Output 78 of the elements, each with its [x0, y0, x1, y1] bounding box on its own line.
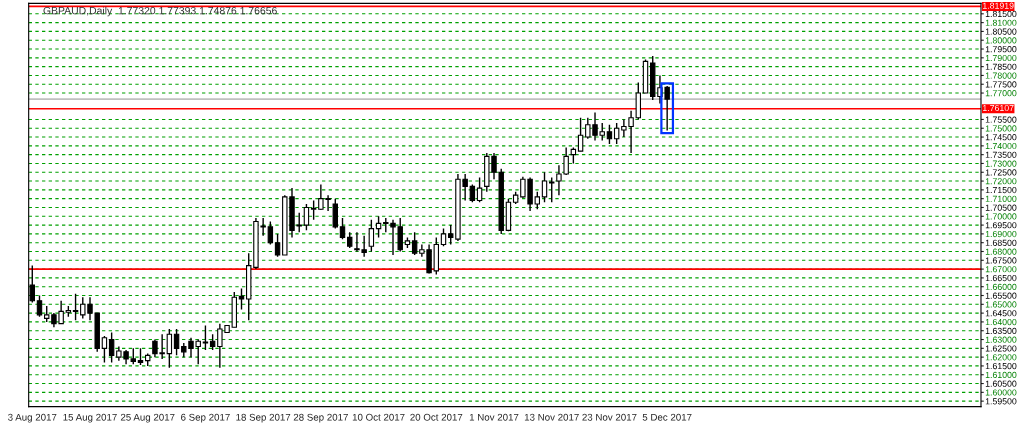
- y-tick-label: 1.77500: [985, 81, 1017, 88]
- y-tick-label: 1.72500: [985, 169, 1017, 176]
- candlestick: [310, 199, 317, 221]
- candlestick: [411, 231, 418, 256]
- candlestick: [577, 116, 584, 152]
- candlestick: [303, 203, 310, 232]
- candlestick: [267, 220, 274, 246]
- x-tick-label: 28 Sep 2017: [293, 413, 348, 423]
- y-tick-label: 1.68000: [985, 248, 1017, 255]
- y-tick-label: 1.60000: [985, 389, 1017, 396]
- x-tick-label: 3 Aug 2017: [8, 413, 57, 423]
- x-tick-label: 20 Oct 2017: [410, 413, 463, 421]
- y-tick-label: 1.60500: [985, 380, 1017, 387]
- x-tick-label: 10 Oct 2017: [352, 413, 405, 421]
- y-tick-label: 1.62500: [985, 345, 1017, 352]
- y-tick-label: 1.64000: [985, 318, 1017, 326]
- candlestick: [166, 328, 173, 369]
- x-tick-label: 18 Sep 2017: [236, 413, 291, 423]
- y-tick-label: 1.73000: [985, 160, 1017, 167]
- candlestick: [339, 217, 346, 240]
- y-tick-label: 1.69000: [985, 230, 1017, 238]
- candlestick: [274, 233, 281, 258]
- x-tick-label: 6 Sep 2017: [181, 413, 230, 423]
- y-tick-label: 1.64500: [985, 310, 1017, 317]
- y-tick-label: 1.79000: [985, 54, 1017, 62]
- y-tick-label: 1.74500: [985, 134, 1017, 141]
- y-tick-label: 1.69500: [985, 222, 1017, 229]
- y-tick-label: 1.80000: [985, 37, 1017, 44]
- y-tick-label: 1.66000: [985, 283, 1017, 290]
- y-tick-label: 1.62000: [985, 354, 1017, 361]
- y-tick-label: 1.70000: [985, 213, 1017, 220]
- candlestick: [72, 293, 79, 321]
- y-tick-label: 1.71000: [985, 195, 1017, 202]
- y-tick-label: 1.75000: [985, 125, 1017, 132]
- y-tick-label: 1.65000: [985, 301, 1017, 308]
- x-tick-label: 5 Dec 2017: [642, 413, 692, 421]
- y-tick-label: 1.79500: [985, 46, 1017, 53]
- ref-line-label: 1.81919: [983, 2, 1014, 9]
- y-tick-label: 1.63500: [985, 327, 1017, 334]
- candlestick: [101, 335, 108, 364]
- y-tick-label: 1.71500: [985, 186, 1017, 194]
- y-tick-label: 1.80500: [985, 28, 1017, 35]
- y-tick-label: 1.59500: [985, 398, 1017, 405]
- x-tick-label: 25 Aug 2017: [120, 413, 175, 423]
- y-tick-label: 1.78500: [985, 63, 1017, 70]
- y-tick-label: 1.81000: [985, 19, 1017, 26]
- candlestick: [202, 324, 209, 351]
- x-tick-label: 15 Aug 2017: [63, 413, 117, 423]
- y-tick-label: 1.81500: [985, 10, 1017, 18]
- y-tick-label: 1.66500: [985, 274, 1017, 282]
- x-tick-label: 23 Nov 2017: [582, 413, 637, 421]
- candlestick: [108, 331, 115, 364]
- y-tick-label: 1.70500: [985, 204, 1017, 211]
- ref-line-label: 1.76107: [983, 104, 1014, 112]
- y-tick-label: 1.75500: [985, 116, 1017, 123]
- y-tick-label: 1.77000: [985, 90, 1017, 97]
- y-tick-label: 1.67000: [985, 266, 1017, 273]
- x-tick-label: 13 Nov 2017: [524, 413, 579, 421]
- y-tick-label: 1.61000: [985, 371, 1017, 378]
- x-tick-label: 1 Nov 2017: [469, 413, 519, 421]
- candlestick: [173, 328, 180, 357]
- y-tick-label: 1.63000: [985, 336, 1017, 343]
- candlestick: [541, 171, 548, 203]
- y-tick-label: 1.61500: [985, 362, 1017, 370]
- candlestick: [606, 124, 613, 145]
- chart-title: GBPAUD,Daily 1.77320 1.77393 1.74876 1.76656: [43, 6, 277, 17]
- candlestick: [368, 219, 375, 253]
- candlestick: [36, 294, 43, 318]
- candlestick: [332, 197, 339, 230]
- y-tick-label: 1.67500: [985, 257, 1017, 264]
- y-tick-label: 1.78000: [985, 72, 1017, 79]
- y-tick-label: 1.72000: [985, 178, 1017, 185]
- y-tick-label: 1.65500: [985, 292, 1017, 299]
- y-tick-label: 1.73500: [985, 151, 1017, 158]
- candlestick: [476, 176, 483, 203]
- candlestick: [238, 287, 245, 311]
- y-tick-label: 1.68500: [985, 239, 1017, 246]
- y-tick-label: 1.74000: [985, 142, 1017, 150]
